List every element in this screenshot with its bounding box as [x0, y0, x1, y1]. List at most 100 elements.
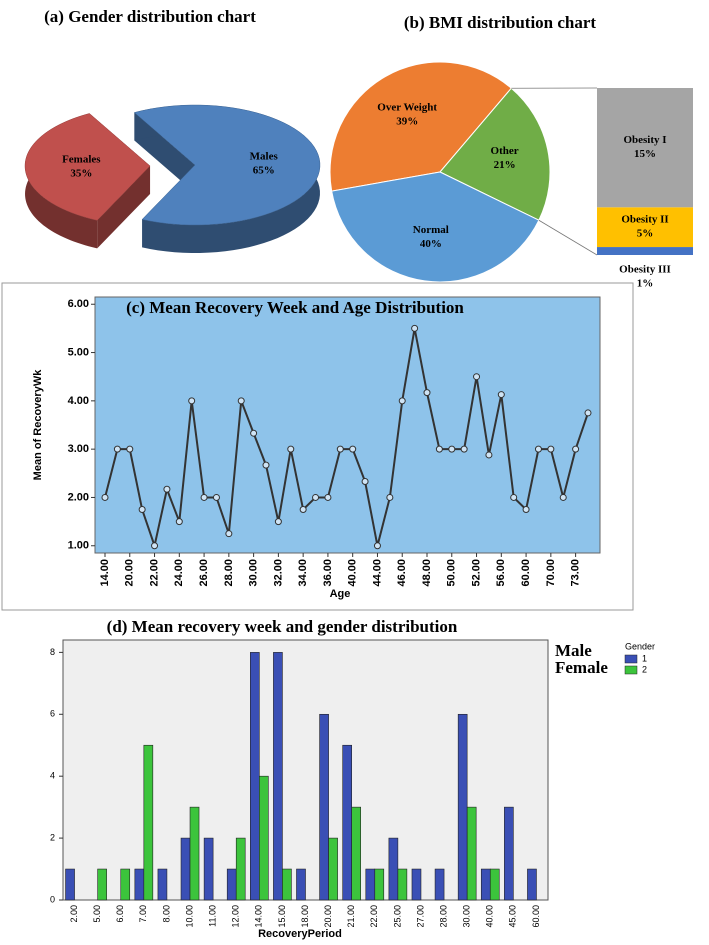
slice	[329, 61, 512, 192]
x-tick-label: 60.00	[520, 559, 532, 587]
x-tick-label: 46.00	[396, 559, 408, 587]
point	[423, 389, 431, 397]
slice-label: Over Weight	[377, 101, 437, 113]
x-tick-label: 28.00	[438, 905, 448, 928]
x-tick-label: 18.00	[300, 905, 310, 928]
point	[138, 506, 146, 514]
bar	[143, 744, 154, 901]
point	[237, 397, 245, 405]
x-tick-label: 11.00	[207, 905, 217, 927]
bar-segment	[597, 247, 693, 255]
bar	[235, 837, 246, 901]
x-tick-label: 48.00	[421, 559, 433, 587]
slice-label: Other	[491, 145, 519, 157]
bar	[397, 868, 408, 901]
bar	[250, 652, 260, 901]
legend-swatch	[624, 654, 638, 664]
chart-title: (a) Gender distribution chart	[44, 7, 256, 26]
y-tick-label: 2	[50, 832, 55, 842]
point	[448, 445, 456, 453]
x-tick-label: 32.00	[272, 559, 284, 587]
slice-label: Males	[250, 150, 279, 162]
point	[435, 445, 443, 453]
x-tick-label: 70.00	[545, 559, 557, 587]
y-tick-label: 5.00	[68, 346, 89, 358]
x-tick-label: 8.00	[161, 905, 171, 923]
x-tick-label: 14.00	[254, 905, 264, 928]
x-tick-label: 27.00	[415, 905, 425, 928]
point	[349, 445, 357, 453]
x-tick-label: 6.00	[115, 905, 125, 923]
bar	[411, 868, 422, 901]
chart-title: (b) BMI distribution chart	[404, 13, 597, 32]
segment-value: 5%	[637, 228, 654, 240]
point	[212, 493, 220, 501]
slice	[24, 113, 151, 221]
point	[373, 542, 381, 550]
x-tick-label: 2.00	[69, 905, 79, 923]
x-tick-label: 20.00	[124, 559, 136, 587]
x-tick-label: 36.00	[322, 559, 334, 587]
x-tick-label: 40.00	[485, 905, 495, 928]
x-tick-label: 60.00	[531, 905, 541, 928]
annotation: Male	[555, 641, 592, 660]
bar	[365, 868, 376, 901]
x-tick-label: 20.00	[323, 905, 333, 928]
y-tick-label: 6.00	[68, 298, 89, 310]
annotation: Female	[555, 658, 608, 677]
x-tick-label: 45.00	[508, 905, 518, 928]
bar	[180, 837, 191, 901]
bar-segment	[597, 207, 693, 248]
y-tick-label: 4	[50, 771, 55, 781]
legend-title: Gender	[625, 641, 655, 651]
point	[411, 324, 419, 332]
slice-value: 40%	[420, 238, 442, 250]
x-tick-label: 7.00	[138, 905, 148, 923]
bar	[374, 868, 385, 901]
x-tick-label: 25.00	[392, 905, 402, 928]
bar	[527, 868, 537, 901]
point	[336, 445, 344, 453]
x-tick-label: 52.00	[470, 559, 482, 587]
x-tick-label: 24.00	[173, 559, 185, 587]
x-tick-label: 12.00	[231, 905, 241, 928]
point	[361, 478, 369, 486]
bar	[203, 837, 214, 901]
x-tick-label: 28.00	[223, 559, 235, 587]
slice-side	[97, 165, 151, 249]
point	[559, 493, 567, 501]
point	[200, 493, 208, 501]
x-tick-label: 73.00	[570, 559, 582, 587]
x-tick-label: 5.00	[92, 905, 102, 923]
y-axis-label: Mean of RecoveryWk	[32, 369, 44, 481]
bar	[434, 868, 445, 901]
y-tick-label: 1.00	[68, 540, 89, 552]
bar	[319, 713, 329, 901]
bar	[480, 868, 491, 901]
legend-label: 2	[642, 664, 647, 674]
point	[584, 409, 592, 417]
point	[225, 530, 233, 538]
point	[188, 397, 196, 405]
point	[126, 445, 134, 453]
plot-area	[94, 296, 601, 554]
bar	[351, 806, 361, 901]
chart-title: (c) Mean Recovery Week and Age Distribut…	[126, 298, 464, 317]
connector	[538, 219, 598, 256]
line	[104, 328, 589, 550]
bar	[504, 806, 514, 901]
slice	[133, 104, 321, 226]
segment-label: Obesity II	[621, 214, 668, 226]
x-tick-label: 30.00	[462, 905, 472, 928]
point	[101, 493, 109, 501]
bar	[489, 868, 500, 901]
bar	[157, 868, 168, 901]
bar	[466, 806, 477, 901]
slice-value: 21%	[494, 159, 516, 171]
point	[572, 445, 580, 453]
point	[398, 397, 406, 405]
point	[510, 493, 518, 501]
bar	[457, 713, 468, 901]
point	[522, 506, 530, 514]
bar	[97, 868, 107, 901]
